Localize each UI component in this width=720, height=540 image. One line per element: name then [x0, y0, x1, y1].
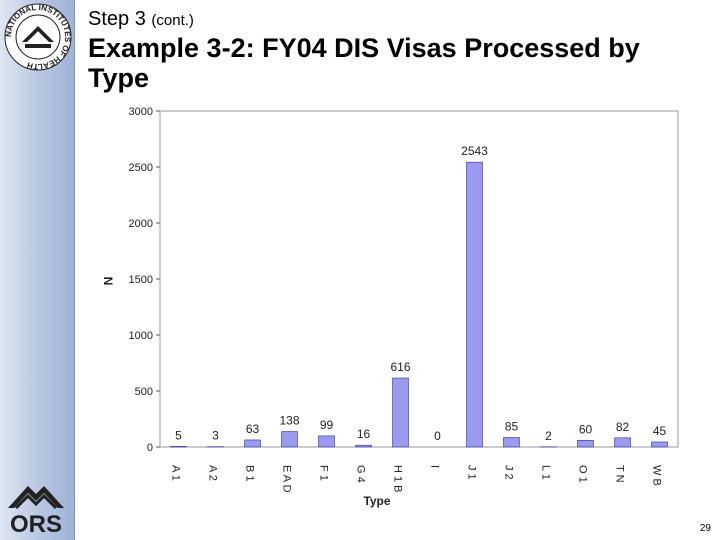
plot-area	[159, 110, 679, 448]
bar-value-label: 99	[320, 418, 334, 432]
bar-value-label: 85	[505, 419, 519, 433]
bar-chart-svg: 0 500 1000 1500 2000 2500 3000 N 5 A 1 3 A 2 63 B 1 13…	[101, 106, 679, 508]
y-tick-label: 2000	[129, 218, 153, 230]
bar-value-label: 82	[616, 420, 630, 434]
bar-value-label: 5	[175, 428, 182, 442]
y-tick-label: 2500	[129, 162, 153, 174]
x-tick-label: E A D	[281, 465, 293, 493]
bar	[466, 161, 483, 448]
y-tick-label: 0	[147, 442, 153, 454]
page-title: Example 3-2: FY04 DIS Visas Processed by…	[88, 33, 640, 93]
x-tick-label: B 1	[244, 465, 256, 482]
ors-logo: ORS	[8, 486, 64, 536]
bar	[651, 441, 668, 448]
bar-value-label: 3	[212, 429, 219, 443]
bar-value-label: 0	[434, 429, 441, 443]
x-tick-label: T N	[614, 465, 626, 483]
bar-value-label: 45	[653, 424, 667, 438]
bar	[355, 444, 372, 448]
y-tick-label: 3000	[129, 106, 153, 118]
nih-logo: NATIONAL INSTITUTES OF HEALTH	[4, 3, 72, 71]
page-number: 29	[699, 523, 711, 534]
chart: 0 500 1000 1500 2000 2500 3000 N 5 A 1 3 A 2 63 B 1 13…	[82, 100, 692, 510]
bar	[281, 431, 298, 448]
bar	[503, 437, 520, 448]
bar	[614, 437, 631, 448]
ors-logo-text: ORS	[10, 511, 62, 536]
x-tick-label: J 1	[466, 465, 478, 480]
x-tick-label: O 1	[577, 465, 589, 483]
y-axis-label: N	[101, 277, 115, 286]
bar	[170, 446, 187, 448]
x-tick-label: W B	[651, 465, 663, 486]
x-tick-label: H 1 B	[392, 465, 404, 493]
bar	[318, 435, 335, 448]
x-tick-label: A 1	[170, 465, 182, 481]
bar	[577, 439, 594, 448]
bar-value-label: 16	[357, 427, 371, 441]
x-tick-label: G 4	[355, 465, 367, 483]
sidebar: NATIONAL INSTITUTES OF HEALTH ORS	[0, 0, 75, 540]
bar-value-label: 60	[579, 422, 593, 436]
bar-value-label: 2543	[461, 144, 488, 158]
bar-value-label: 138	[279, 414, 299, 428]
x-tick-label: A 2	[207, 465, 219, 481]
step-suffix: (cont.)	[151, 12, 194, 29]
y-tick-label: 1000	[129, 330, 153, 342]
x-tick-label: J 2	[503, 465, 515, 480]
step-heading: Step 3 (cont.)	[88, 8, 194, 31]
x-tick-label: L 1	[540, 465, 552, 480]
x-axis-label: Type	[363, 494, 390, 508]
x-tick-label: F 1	[318, 465, 330, 481]
y-tick-label: 1500	[129, 274, 153, 286]
bar	[244, 439, 261, 448]
bar	[392, 377, 409, 448]
bar-value-label: 616	[390, 360, 410, 374]
y-tick-label: 500	[135, 386, 153, 398]
step-label: Step 3	[88, 8, 146, 30]
x-tick-label: I	[429, 465, 441, 468]
bar-value-label: 63	[246, 422, 260, 436]
bar-value-label: 2	[545, 429, 552, 443]
sidebar-bar	[0, 0, 75, 540]
